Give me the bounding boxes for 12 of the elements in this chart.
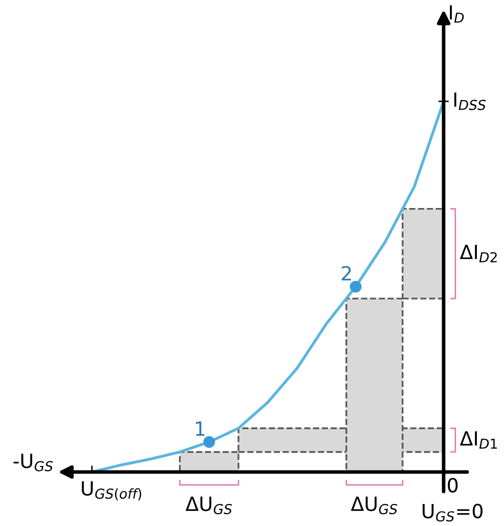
x-axis-title: -U$_{GS}$ bbox=[14, 454, 53, 472]
annotation: 2 bbox=[342, 266, 351, 280]
annotation: 1 bbox=[196, 422, 204, 436]
band-label: ΔI$_{D2}$ bbox=[460, 244, 497, 262]
text: ΔU$_{GS}$ bbox=[186, 496, 232, 514]
band-label: ΔI$_{D1}$ bbox=[460, 431, 497, 449]
text: U$_{GS(off)}$ bbox=[82, 481, 142, 500]
annotation: I$_{DSS}$ bbox=[454, 92, 486, 110]
text: 0 bbox=[448, 478, 458, 493]
y-axis-title: I$_{D}$ bbox=[450, 5, 464, 23]
text: ΔU$_{GS}$ bbox=[350, 496, 398, 514]
text: U$_{GS}$=0 bbox=[422, 504, 483, 522]
